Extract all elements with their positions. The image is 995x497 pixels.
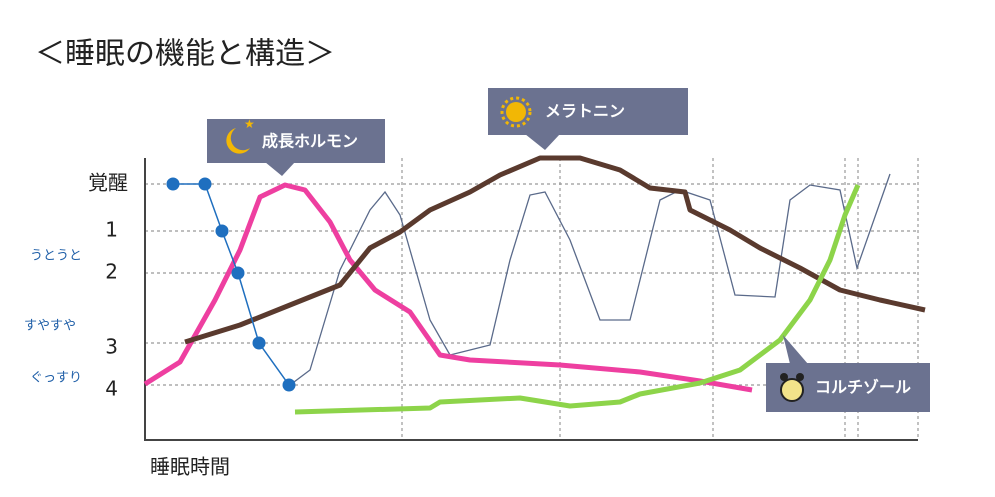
cortisol-curve bbox=[294, 184, 861, 415]
callout-label: コルチゾール bbox=[815, 378, 911, 397]
y-label: 2 bbox=[105, 260, 118, 284]
callout-label: 成長ホルモン bbox=[262, 132, 358, 151]
stage-label: すやすや bbox=[24, 319, 76, 334]
callout-label: メラトニン bbox=[545, 102, 625, 121]
stage-label: ぐっすり bbox=[30, 371, 82, 386]
sleep-stage-line bbox=[166, 177, 296, 392]
grid bbox=[145, 158, 919, 440]
y-label: 3 bbox=[105, 335, 118, 359]
stage-label: うとうと bbox=[30, 249, 82, 264]
callout-cortisol: コルチゾール bbox=[766, 335, 930, 412]
axes bbox=[144, 158, 918, 441]
growth-hormone-curve bbox=[143, 182, 753, 393]
y-label: 4 bbox=[105, 377, 118, 401]
sleep-depth-wave bbox=[289, 173, 891, 386]
title: ＜睡眠の機能と構造＞ bbox=[35, 37, 335, 72]
melatonin-curve bbox=[184, 155, 926, 345]
svg-text:★: ★ bbox=[244, 117, 255, 131]
y-label: 覚醒 bbox=[88, 171, 128, 195]
x-label: 睡眠時間 bbox=[150, 455, 230, 479]
callout-growth-hormone: ★ 成長ホルモン bbox=[207, 117, 385, 176]
callout-melatonin: メラトニン bbox=[488, 88, 688, 150]
y-label: 1 bbox=[105, 218, 118, 242]
